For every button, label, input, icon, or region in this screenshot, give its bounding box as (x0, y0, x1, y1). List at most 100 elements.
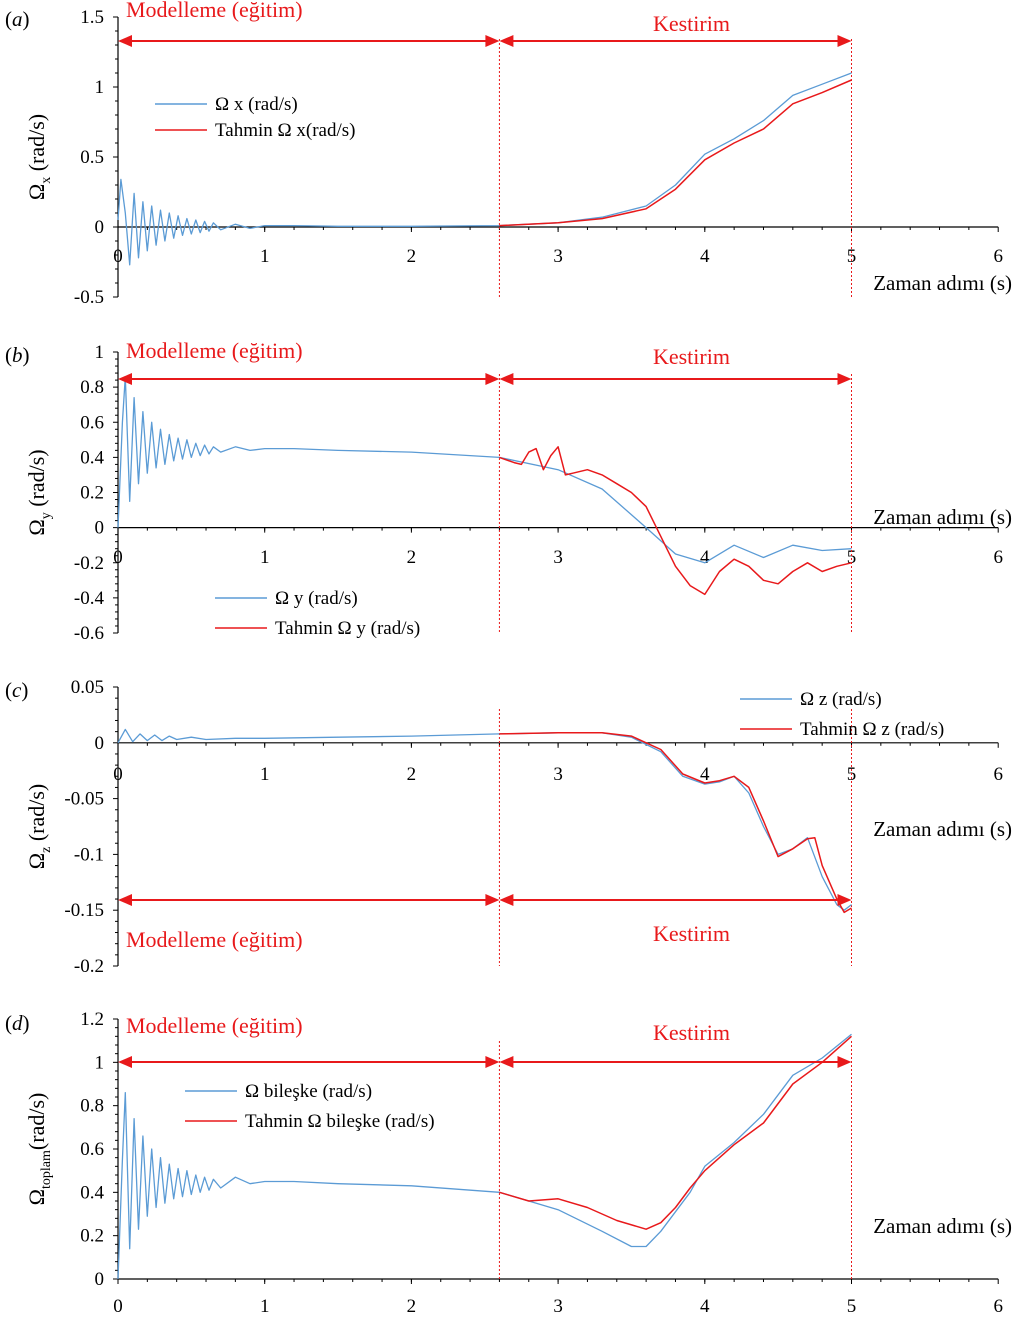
predicted-series-line (499, 1035, 852, 1230)
panel-label: (c) (5, 678, 28, 702)
y-tick-label: 1 (95, 77, 105, 98)
y-axis-label: Ωy (rad/s) (24, 449, 54, 535)
y-tick-label: -0.5 (74, 287, 104, 308)
x-tick-label: 1 (260, 246, 270, 267)
x-tick-label: 6 (993, 246, 1003, 267)
legend-label: Tahmin Ω y (rad/s) (275, 618, 420, 639)
y-tick-label: 0 (95, 733, 105, 754)
legend-label: Tahmin Ω x(rad/s) (215, 120, 355, 141)
y-tick-label: -0.2 (74, 553, 104, 574)
y-tick-label: -0.6 (74, 623, 104, 644)
x-tick-label: 2 (407, 246, 417, 267)
legend-label: Ω x (rad/s) (215, 94, 298, 115)
training-label: Modelleme (eğitim) (126, 1013, 303, 1038)
y-tick-label: 0 (95, 518, 105, 539)
legend-label: Ω z (rad/s) (800, 689, 882, 710)
x-tick-label: 3 (553, 246, 563, 267)
y-tick-label: 1 (95, 1052, 105, 1073)
x-tick-label: 3 (553, 1296, 563, 1317)
x-tick-label: 5 (847, 547, 857, 568)
arrowhead-left (118, 1056, 132, 1068)
chart-panel-d: 0 0.2 0.4 0.6 0.8 1 1.2 0 1 2 3 4 5 6 Zaman adımı (s) Ω… (5, 1009, 1012, 1317)
y-tick-label: 0.5 (80, 147, 104, 168)
y-tick-label: -0.2 (74, 956, 104, 977)
y-tick-label: 1.2 (80, 1009, 104, 1030)
arrowhead-right (837, 35, 852, 47)
y-tick-label: 0.4 (80, 1182, 104, 1203)
arrowhead-right (837, 373, 852, 385)
x-tick-label: 4 (700, 764, 710, 785)
x-tick-label: 2 (407, 547, 417, 568)
actual-series-line (117, 72, 852, 266)
training-label: Modelleme (eğitim) (126, 338, 303, 363)
legend-label: Ω y (rad/s) (275, 588, 358, 609)
x-axis-label: Zaman adımı (s) (873, 271, 1012, 295)
x-tick-label: 6 (993, 764, 1003, 785)
x-tick-label: 0 (113, 1296, 123, 1317)
x-tick-label: 4 (700, 547, 710, 568)
y-tick-label: 0.2 (80, 1226, 104, 1247)
x-axis-label: Zaman adımı (s) (873, 1214, 1012, 1238)
x-tick-label: 4 (700, 1296, 710, 1317)
x-tick-label: 6 (993, 547, 1003, 568)
prediction-label: Kestirim (653, 921, 730, 946)
prediction-label: Kestirim (653, 1020, 730, 1045)
x-tick-label: 2 (407, 764, 417, 785)
arrowhead-left (499, 894, 514, 906)
predicted-series-line (499, 732, 852, 914)
arrowhead-left (118, 373, 132, 385)
y-tick-label: 0.8 (80, 1096, 104, 1117)
panel-label: (d) (5, 1011, 30, 1035)
arrowhead-right (837, 1056, 852, 1068)
x-tick-label: 0 (113, 547, 123, 568)
arrowhead-left (118, 894, 132, 906)
y-tick-label: 1.5 (80, 7, 104, 28)
x-tick-label: 0 (113, 246, 123, 267)
y-tick-label: 0.4 (80, 447, 104, 468)
prediction-label: Kestirim (653, 344, 730, 369)
x-tick-label: 1 (260, 764, 270, 785)
x-tick-label: 0 (113, 764, 123, 785)
y-axis-label: Ωz (rad/s) (24, 784, 54, 870)
x-axis-label: Zaman adımı (s) (873, 505, 1012, 529)
prediction-label: Kestirim (653, 11, 730, 36)
y-tick-label: -0.1 (74, 844, 104, 865)
arrowhead-right (485, 1056, 500, 1068)
y-axis-label: Ωx (rad/s) (24, 114, 54, 200)
actual-series-line (117, 1033, 852, 1280)
arrowhead-right (837, 894, 852, 906)
y-tick-label: 0.6 (80, 412, 104, 433)
y-tick-label: 0 (95, 217, 105, 238)
x-axis-label: Zaman adımı (s) (873, 817, 1012, 841)
training-label: Modelleme (eğitim) (126, 927, 303, 952)
arrowhead-left (118, 35, 132, 47)
actual-series-line (117, 728, 852, 911)
x-tick-label: 3 (553, 764, 563, 785)
x-tick-label: 1 (260, 547, 270, 568)
y-tick-label: 0.2 (80, 483, 104, 504)
arrowhead-left (499, 1056, 514, 1068)
training-label: Modelleme (eğitim) (126, 0, 303, 22)
actual-series-line (117, 375, 852, 564)
y-tick-label: 0 (95, 1269, 105, 1290)
legend-label: Tahmin Ω z (rad/s) (800, 719, 944, 740)
panel-label: (b) (5, 343, 30, 367)
arrowhead-right (485, 373, 500, 385)
panel-label: (a) (5, 7, 30, 31)
y-axis-label: Ωtoplam(rad/s) (24, 1093, 54, 1206)
arrowhead-right (485, 894, 500, 906)
predicted-series-line (499, 79, 852, 227)
x-tick-label: 5 (847, 1296, 857, 1317)
y-tick-label: 0.05 (71, 677, 104, 698)
x-tick-label: 4 (700, 246, 710, 267)
y-tick-label: 0.8 (80, 377, 104, 398)
x-tick-label: 3 (553, 547, 563, 568)
y-tick-label: 1 (95, 342, 105, 363)
arrowhead-left (499, 373, 514, 385)
predicted-series-line (499, 446, 852, 596)
x-tick-label: 1 (260, 1296, 270, 1317)
chart-panel-b: -0.6 -0.4 -0.2 0 0.2 0.4 0.6 0.8 1 0 1 2 3 4 5 6 Zaman a… (5, 338, 1012, 644)
arrowhead-left (499, 35, 514, 47)
